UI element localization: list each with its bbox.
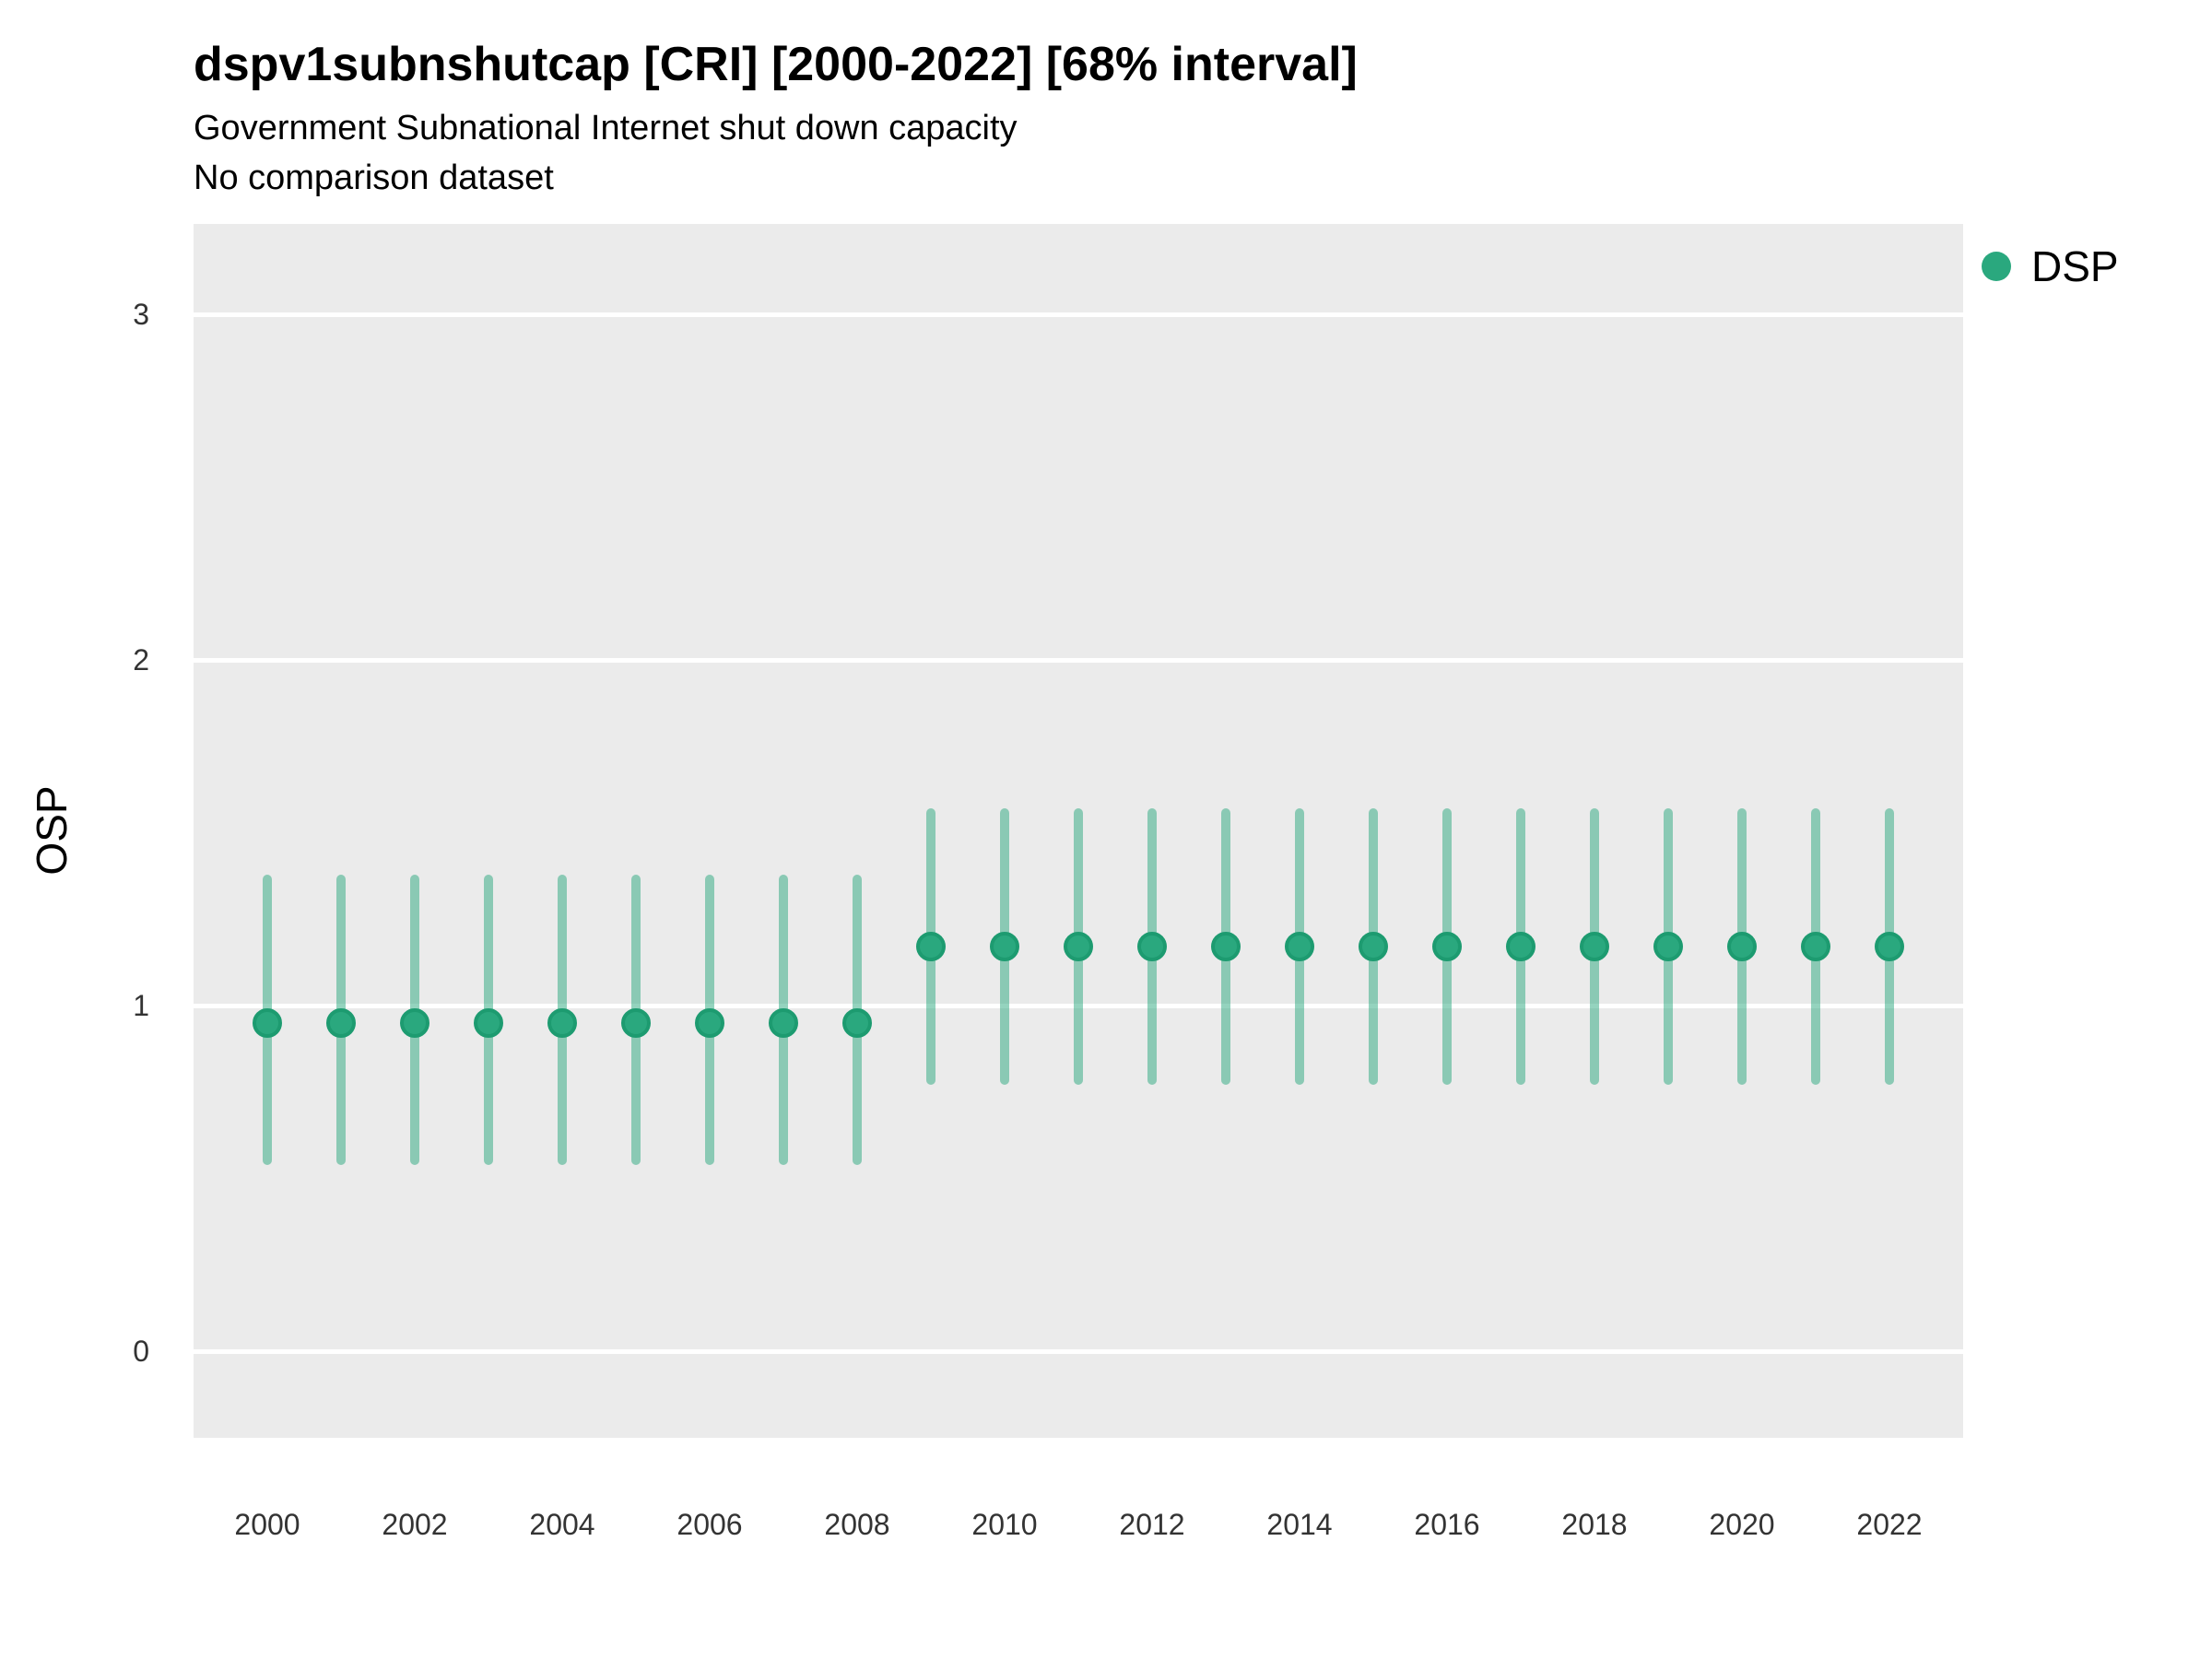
- chart-subtitle: Government Subnational Internet shut dow…: [194, 109, 1018, 147]
- point-2010: [990, 932, 1019, 962]
- x-tick-label-2018: 2018: [1561, 1508, 1628, 1541]
- point-2021: [1801, 932, 1830, 962]
- point-2014: [1285, 932, 1314, 962]
- chart-title: dspv1subnshutcap [CRI] [2000-2022] [68% …: [194, 38, 1358, 91]
- point-2019: [1653, 932, 1683, 962]
- legend-point-icon: [1982, 252, 2011, 281]
- y-tick-label-0: 0: [133, 1335, 149, 1368]
- x-tick-label-2014: 2014: [1266, 1508, 1333, 1541]
- gridline-y-3: [194, 312, 1963, 317]
- point-2001: [326, 1007, 356, 1038]
- plot-panel: [194, 224, 1963, 1438]
- x-tick-label-2008: 2008: [824, 1508, 890, 1541]
- point-2003: [474, 1007, 503, 1038]
- gridline-y-2: [194, 658, 1963, 663]
- point-2000: [253, 1007, 282, 1038]
- chart-note: No comparison dataset: [194, 159, 554, 197]
- point-2020: [1727, 932, 1757, 962]
- y-tick-label-3: 3: [133, 298, 149, 331]
- x-tick-label-2006: 2006: [677, 1508, 743, 1541]
- x-tick-label-2022: 2022: [1856, 1508, 1923, 1541]
- y-tick-label-2: 2: [133, 643, 149, 677]
- point-2022: [1875, 932, 1904, 962]
- point-2007: [769, 1007, 798, 1038]
- point-2016: [1432, 932, 1462, 962]
- point-2015: [1359, 932, 1388, 962]
- x-tick-label-2000: 2000: [234, 1508, 300, 1541]
- point-2008: [842, 1007, 872, 1038]
- legend: DSP: [1982, 241, 2119, 291]
- point-2011: [1064, 932, 1093, 962]
- x-tick-label-2012: 2012: [1119, 1508, 1185, 1541]
- point-2017: [1506, 932, 1535, 962]
- y-tick-label-1: 1: [133, 989, 149, 1022]
- point-2006: [695, 1007, 724, 1038]
- x-tick-label-2020: 2020: [1709, 1508, 1775, 1541]
- x-tick-label-2016: 2016: [1414, 1508, 1480, 1541]
- x-tick-label-2002: 2002: [382, 1508, 448, 1541]
- x-tick-label-2010: 2010: [971, 1508, 1038, 1541]
- y-axis-title: OSP: [28, 785, 76, 876]
- legend-label: DSP: [2031, 242, 2119, 290]
- point-2018: [1580, 932, 1609, 962]
- point-2009: [916, 932, 946, 962]
- point-2004: [547, 1007, 577, 1038]
- gridline-y-0: [194, 1349, 1963, 1354]
- point-2013: [1211, 932, 1241, 962]
- point-2005: [621, 1007, 651, 1038]
- point-2002: [400, 1007, 429, 1038]
- point-2012: [1137, 932, 1167, 962]
- x-tick-label-2004: 2004: [529, 1508, 595, 1541]
